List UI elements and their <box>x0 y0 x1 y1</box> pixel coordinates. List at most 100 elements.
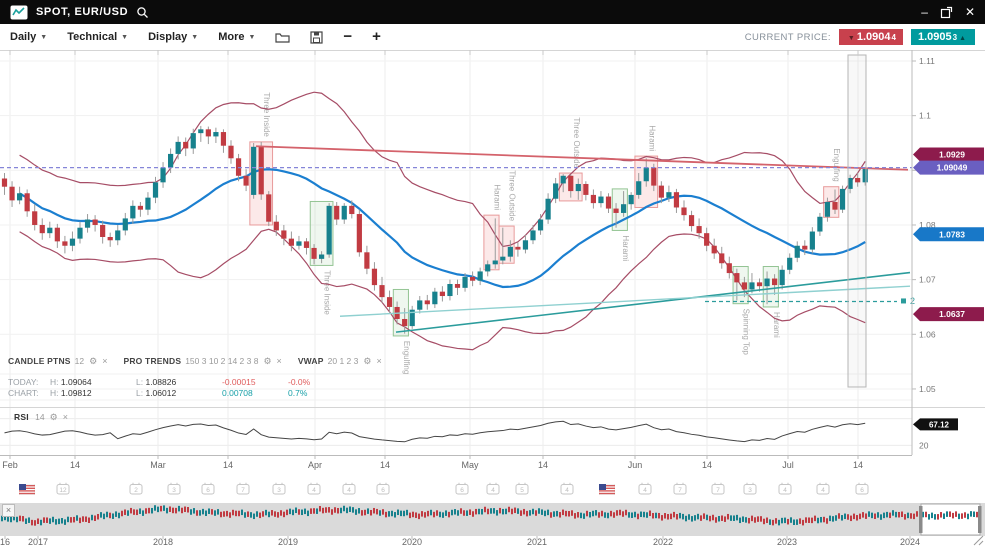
news-flag-marker[interactable] <box>18 482 36 500</box>
economic-event-marker[interactable]: 4 <box>638 482 652 500</box>
pattern-label: Engulfing <box>402 341 411 374</box>
calendar-event-icon: 4 <box>307 482 321 495</box>
current-bar-highlight[interactable] <box>847 54 867 388</box>
economic-event-marker[interactable]: 2 <box>129 482 143 500</box>
svg-text:6: 6 <box>381 487 385 494</box>
ask-price-badge[interactable]: 1.0905 3 ▲ <box>910 29 975 45</box>
pattern-label: Engulfing <box>832 148 841 181</box>
calendar-event-icon: 3 <box>743 482 757 495</box>
trendline <box>395 271 911 333</box>
indicator-params: 20 1 2 3 <box>327 356 359 366</box>
candle <box>553 183 559 199</box>
economic-event-marker[interactable]: 4 <box>778 482 792 500</box>
economic-event-marker[interactable]: 7 <box>673 482 687 500</box>
close-button[interactable]: ✕ <box>964 5 975 19</box>
zoom-in-button[interactable]: + <box>372 28 381 45</box>
economic-event-marker[interactable]: 4 <box>307 482 321 500</box>
economic-event-marker[interactable]: 4 <box>342 482 356 500</box>
economic-event-marker[interactable]: 4 <box>486 482 500 500</box>
candle <box>651 167 657 186</box>
stats-low: L: 1.06012 <box>136 387 177 398</box>
stats-change: 0.00708 <box>222 387 253 398</box>
economic-event-marker[interactable]: 6 <box>855 482 869 500</box>
price-badge[interactable] <box>913 147 984 162</box>
remove-indicator-icon[interactable]: × <box>102 356 108 366</box>
candle <box>847 177 853 189</box>
remove-indicator-icon[interactable]: × <box>62 412 68 422</box>
current-price-label: CURRENT PRICE: <box>744 31 831 43</box>
navigator-handle-left[interactable] <box>919 506 923 533</box>
candle <box>862 167 868 183</box>
stats-change: -0.00015 <box>222 376 256 387</box>
navigator-track[interactable] <box>0 503 985 536</box>
economic-event-marker[interactable]: 4 <box>816 482 830 500</box>
candle <box>439 291 445 297</box>
indicator-name: RSI <box>14 412 29 422</box>
candle <box>77 227 83 239</box>
calendar-event-icon: 4 <box>560 482 574 495</box>
economic-event-marker[interactable]: 6 <box>376 482 390 500</box>
remove-indicator-icon[interactable]: × <box>276 356 282 366</box>
svg-text:1.0637: 1.0637 <box>939 309 965 319</box>
candle <box>809 231 815 250</box>
navigator-close-button[interactable]: × <box>2 504 15 517</box>
candle <box>802 245 808 250</box>
popout-button[interactable] <box>940 6 953 19</box>
economic-event-marker[interactable]: 6 <box>201 482 215 500</box>
price-badge[interactable] <box>913 160 984 175</box>
economic-event-marker[interactable]: 3 <box>167 482 181 500</box>
stats-row-today: TODAY: H: 1.09064 L: 1.08826 -0.00015 -0… <box>8 376 332 387</box>
navigator-layer: 16 2017 2018 2019 2020 2021 2022 2023 2024 <box>0 503 985 546</box>
bid-price-badge[interactable]: ▼ 1.0904 4 <box>838 29 903 45</box>
price-badge[interactable] <box>913 307 984 322</box>
arrow-down-icon: ▼ <box>847 35 855 42</box>
zoom-out-button[interactable]: − <box>343 28 353 45</box>
candle <box>356 214 362 253</box>
pattern-label: Three Inside <box>323 270 332 315</box>
economic-event-marker[interactable]: 12 <box>56 482 70 500</box>
gear-icon[interactable]: ⚙ <box>263 356 272 366</box>
candle <box>454 284 461 288</box>
navigator-selection[interactable] <box>920 503 981 536</box>
navigator-handle-right[interactable] <box>978 506 982 533</box>
menu-technical[interactable]: Technical ▼ <box>67 31 128 43</box>
economic-event-marker[interactable]: 4 <box>560 482 574 500</box>
gear-icon[interactable]: ⚙ <box>49 412 58 422</box>
economic-event-marker[interactable]: 3 <box>743 482 757 500</box>
minimize-button[interactable]: – <box>921 5 928 19</box>
calendar-event-icon: 4 <box>638 482 652 495</box>
economic-event-marker[interactable]: 3 <box>272 482 286 500</box>
bid-pip: 4 <box>891 33 896 42</box>
search-icon[interactable] <box>136 6 149 19</box>
gear-icon[interactable]: ⚙ <box>89 356 98 366</box>
remove-indicator-icon[interactable]: × <box>376 356 382 366</box>
pattern-label: Three Outside <box>508 170 517 221</box>
economic-event-marker[interactable]: 5 <box>515 482 529 500</box>
economic-event-marker[interactable]: 7 <box>711 482 725 500</box>
candle <box>1 178 8 187</box>
gear-icon[interactable]: ⚙ <box>363 356 372 366</box>
app-logo-icon <box>10 5 28 19</box>
menu-timeframe[interactable]: Daily ▼ <box>10 31 47 43</box>
stats-low: L: 1.08826 <box>136 376 177 387</box>
calendar-event-icon: 6 <box>201 482 215 495</box>
y-axis-label: 1.1 <box>919 111 931 121</box>
svg-text:4: 4 <box>491 487 495 494</box>
candle <box>288 238 294 246</box>
chevron-down-icon: ▼ <box>121 33 129 41</box>
x-axis-label: 14 <box>380 460 390 470</box>
price-badge[interactable] <box>913 227 984 242</box>
menu-more[interactable]: More ▼ <box>218 31 255 43</box>
save-button[interactable] <box>310 30 324 44</box>
economic-event-marker[interactable]: 6 <box>455 482 469 500</box>
candle <box>643 167 649 182</box>
news-flag-marker[interactable] <box>598 482 616 500</box>
economic-event-marker[interactable]: 7 <box>236 482 250 500</box>
candle <box>160 167 166 183</box>
menu-display[interactable]: Display ▼ <box>148 31 198 43</box>
calendar-event-icon: 7 <box>711 482 725 495</box>
candle <box>213 132 219 137</box>
candle <box>470 276 476 281</box>
open-folder-button[interactable] <box>275 31 291 44</box>
